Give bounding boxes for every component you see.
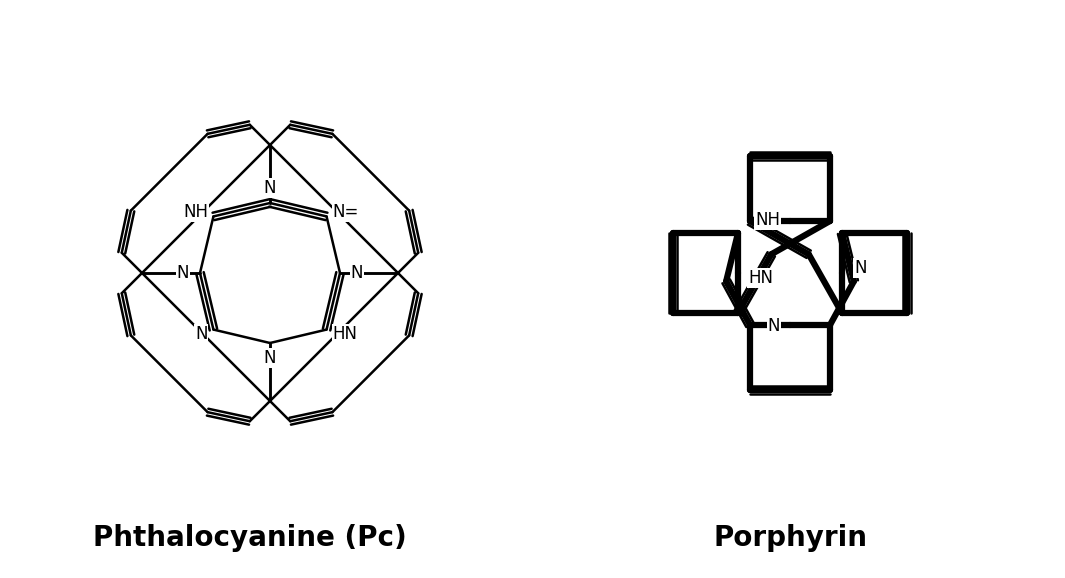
Text: HN: HN bbox=[748, 269, 773, 287]
Text: N: N bbox=[854, 259, 867, 277]
Text: Phthalocyanine (Pc): Phthalocyanine (Pc) bbox=[93, 524, 407, 552]
Text: N: N bbox=[264, 349, 276, 367]
Text: N: N bbox=[264, 179, 276, 197]
Text: N: N bbox=[350, 264, 363, 282]
Text: N: N bbox=[768, 317, 780, 335]
Text: N=: N= bbox=[332, 203, 359, 221]
Text: NH: NH bbox=[183, 203, 209, 221]
Text: N: N bbox=[195, 325, 208, 343]
Text: N: N bbox=[177, 264, 190, 282]
Text: Porphyrin: Porphyrin bbox=[712, 524, 867, 552]
Text: NH: NH bbox=[755, 211, 780, 229]
Text: HN: HN bbox=[332, 325, 358, 343]
